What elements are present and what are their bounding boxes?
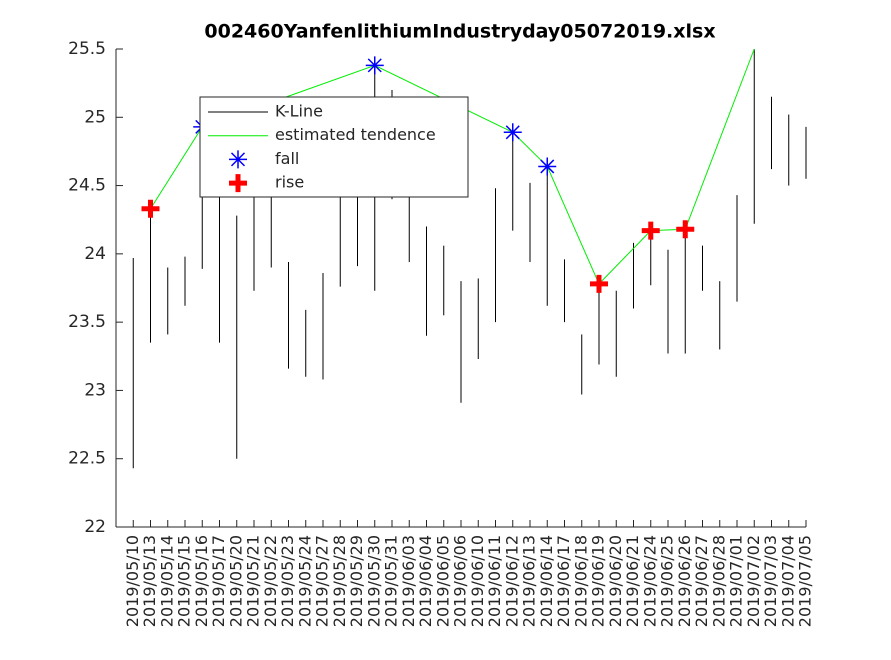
x-tick-label: 2019/05/22 — [261, 535, 280, 627]
x-tick-label: 2019/06/27 — [692, 535, 711, 627]
x-tick-label: 2019/05/29 — [347, 535, 366, 627]
rise-marker — [141, 199, 160, 218]
x-tick-label: 2019/06/14 — [537, 535, 556, 627]
x-tick-label: 2019/05/21 — [244, 535, 263, 627]
rise-marker — [590, 274, 608, 293]
fall-marker — [503, 123, 522, 142]
x-tick-label: 2019/06/17 — [554, 535, 573, 627]
x-tick-label: 2019/06/13 — [520, 535, 539, 627]
x-tick-label: 2019/06/03 — [399, 535, 418, 627]
x-tick-label: 2019/05/13 — [140, 535, 159, 627]
x-tick-label: 2019/05/23 — [278, 535, 297, 627]
y-tick-label: 23.5 — [68, 312, 106, 332]
x-tick-label: 2019/05/10 — [123, 535, 142, 627]
x-tick-label: 2019/06/12 — [502, 535, 521, 627]
fall-marker — [365, 56, 384, 75]
rise-marker — [641, 221, 660, 240]
y-tick-label: 25.5 — [68, 39, 106, 59]
x-tick-label: 2019/06/24 — [640, 535, 659, 627]
x-tick-label: 2019/05/30 — [364, 535, 383, 627]
x-tick-label: 2019/05/17 — [209, 535, 228, 627]
y-tick-label: 22.5 — [68, 449, 106, 469]
x-tick-label: 2019/05/15 — [175, 535, 194, 627]
x-tick-label: 2019/06/19 — [589, 535, 608, 627]
y-tick-label: 23 — [84, 380, 106, 400]
x-tick-label: 2019/05/16 — [192, 535, 211, 627]
legend: K-Line estimated tendence fall rise — [199, 96, 469, 198]
y-tick-label: 22 — [84, 517, 106, 537]
x-tick-label: 2019/05/31 — [382, 535, 401, 627]
x-tick-label: 2019/06/26 — [675, 535, 694, 627]
fall-marker — [229, 150, 247, 169]
x-tick-label: 2019/06/25 — [658, 535, 677, 627]
x-tick-label: 2019/06/28 — [709, 535, 728, 627]
fall-marker — [538, 157, 557, 176]
chart-title: 002460YanfenlithiumIndustryday05072019.x… — [204, 21, 715, 43]
x-tick-label: 2019/05/27 — [313, 535, 332, 627]
x-tick-label: 2019/06/10 — [468, 535, 487, 627]
x-tick-label: 2019/06/04 — [416, 535, 435, 627]
legend-label: rise — [275, 173, 304, 192]
x-tick-label: 2019/05/20 — [226, 535, 245, 627]
rise-marker — [229, 174, 247, 193]
x-tick-label: 2019/07/04 — [778, 535, 797, 627]
x-tick-label: 2019/06/11 — [485, 535, 504, 627]
x-tick-label: 2019/07/01 — [727, 535, 746, 627]
legend-label: estimated tendence — [275, 125, 436, 144]
x-tick-label: 2019/06/06 — [451, 535, 470, 627]
x-tick-label: 2019/07/05 — [796, 535, 815, 627]
legend-label: fall — [275, 149, 299, 168]
x-tick-label: 2019/06/18 — [571, 535, 590, 627]
x-tick-label: 2019/07/03 — [761, 535, 780, 627]
y-tick-label: 24 — [84, 244, 106, 264]
legend-label: K-Line — [275, 102, 323, 121]
x-tick-label: 2019/07/02 — [744, 535, 763, 627]
x-tick-label: 2019/06/21 — [623, 535, 642, 627]
x-tick-label: 2019/05/28 — [330, 535, 349, 627]
y-tick-label: 25 — [84, 107, 106, 127]
x-tick-label: 2019/05/14 — [157, 535, 176, 627]
x-tick-label: 2019/06/20 — [606, 535, 625, 627]
y-tick-label: 24.5 — [68, 176, 106, 196]
legend-box — [199, 96, 469, 198]
x-tick-label: 2019/05/24 — [295, 535, 314, 627]
rise-marker — [676, 220, 695, 239]
x-tick-label: 2019/06/05 — [433, 535, 452, 627]
